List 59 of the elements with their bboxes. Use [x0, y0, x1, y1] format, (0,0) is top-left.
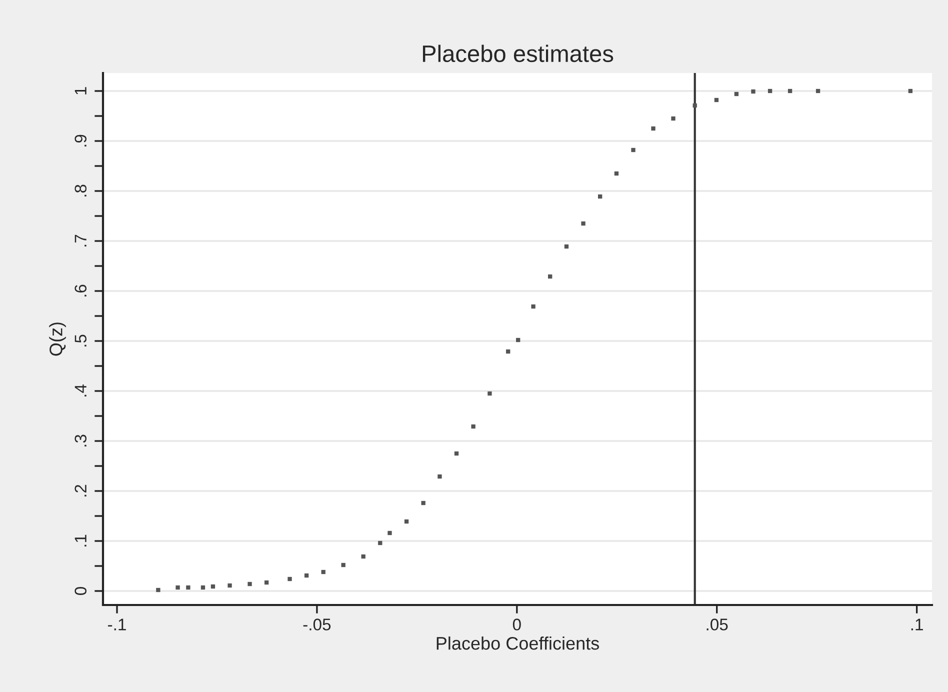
point	[614, 171, 619, 176]
point	[454, 451, 459, 456]
point	[714, 98, 719, 102]
y-tick-label: .2	[74, 484, 86, 496]
point	[321, 570, 326, 574]
point	[692, 103, 697, 108]
point	[768, 88, 772, 94]
point	[816, 88, 820, 94]
point	[288, 576, 292, 582]
y-tick-label: 1	[74, 87, 86, 94]
x-tick-label: .1	[911, 618, 923, 630]
point	[200, 585, 206, 590]
point	[304, 573, 309, 578]
chart-title: Placebo estimates	[422, 44, 614, 62]
point	[908, 88, 912, 94]
point	[516, 338, 520, 342]
y-tick-label: .9	[74, 134, 87, 146]
point	[156, 588, 160, 592]
point	[361, 554, 366, 559]
y-tick-label: .5	[74, 334, 87, 346]
point	[751, 89, 756, 94]
x-tick-label: -.1	[108, 618, 126, 630]
point	[378, 540, 382, 546]
point	[421, 500, 426, 506]
point	[404, 519, 409, 524]
point	[341, 562, 346, 568]
point	[671, 116, 676, 121]
point	[531, 304, 536, 309]
x-tick-label: 0	[512, 618, 521, 630]
point	[264, 580, 269, 585]
point	[471, 424, 476, 429]
y-axis-title: Q(z)	[49, 322, 66, 356]
y-tick-label: .4	[74, 384, 86, 396]
x-tick-label: -.05	[303, 618, 331, 630]
point	[788, 88, 792, 94]
point	[248, 582, 252, 586]
point	[210, 584, 216, 589]
point	[598, 194, 602, 199]
point	[186, 585, 190, 590]
x-axis-title: Placebo Coefficients	[436, 636, 599, 650]
y-tick-label: .7	[74, 234, 86, 246]
point	[548, 274, 552, 279]
y-tick-label: .1	[74, 534, 86, 546]
point	[228, 583, 232, 588]
point	[734, 92, 739, 96]
point	[438, 474, 442, 479]
y-tick-label: 0	[74, 587, 87, 595]
x-tick-label: .05	[706, 618, 728, 630]
point	[564, 244, 569, 249]
point	[581, 221, 586, 226]
point	[651, 126, 656, 131]
y-tick-label: .8	[74, 184, 87, 196]
point	[176, 585, 180, 590]
point	[388, 530, 392, 536]
point	[631, 148, 636, 152]
point	[488, 391, 492, 396]
y-tick-label: .6	[74, 284, 87, 296]
y-tick-label: .3	[74, 434, 87, 446]
point	[506, 349, 510, 354]
